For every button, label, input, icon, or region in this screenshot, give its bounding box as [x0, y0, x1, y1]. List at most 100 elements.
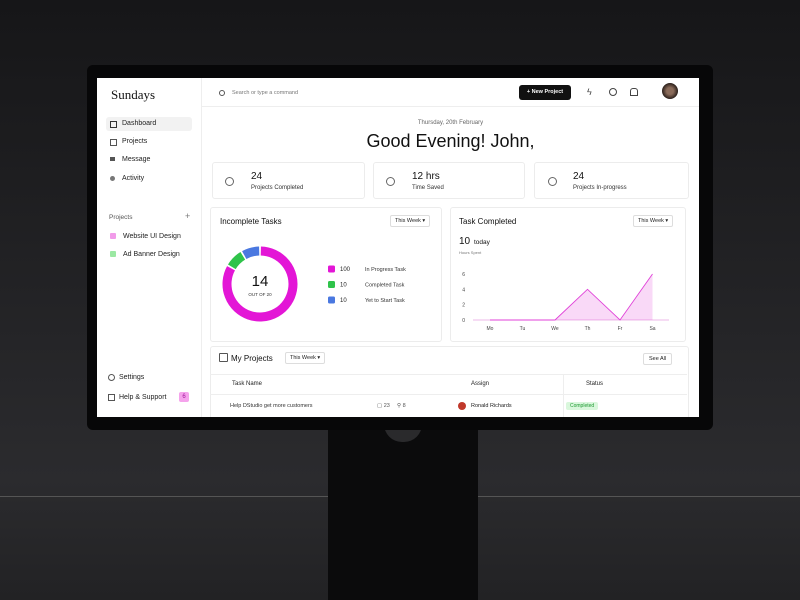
- assignee-avatar: [458, 402, 466, 410]
- donut-segment: [242, 246, 260, 260]
- monitor-stand: [328, 425, 478, 600]
- task-completed-card: [450, 207, 686, 342]
- nav-icon: [110, 121, 117, 128]
- x-tick-label: Mo: [487, 326, 494, 332]
- divider: [210, 374, 687, 375]
- stat-icon: [386, 177, 395, 186]
- projects-heading: Projects: [109, 214, 133, 221]
- filter-dropdown[interactable]: This Week ▾: [633, 215, 674, 227]
- panel-title: Task Completed: [459, 217, 517, 226]
- icon-user[interactable]: [609, 88, 617, 96]
- task-name: Help DStudio get more customers: [230, 403, 313, 409]
- icon-bell[interactable]: [630, 88, 638, 96]
- x-tick-label: Tu: [520, 326, 526, 332]
- projects-title: My Projects: [231, 354, 273, 363]
- project-item[interactable]: Website UI Design: [123, 233, 181, 240]
- col-divider: [563, 374, 564, 417]
- donut-segment: [228, 252, 246, 270]
- nav-icon: [110, 176, 115, 181]
- column-header: Status: [586, 381, 604, 387]
- x-tick-label: We: [551, 326, 559, 332]
- stat-icon: [548, 177, 557, 186]
- divider: [210, 394, 687, 395]
- nav-icon: [110, 139, 117, 146]
- x-tick-label: Fr: [618, 326, 623, 332]
- summary-unit: today: [474, 239, 490, 246]
- column-header: Task Name: [232, 381, 263, 387]
- legend-value: 10: [340, 283, 347, 289]
- stat-icon: [225, 177, 234, 186]
- area-fill: [490, 274, 653, 320]
- legend-swatch: [328, 265, 335, 273]
- filter-dropdown[interactable]: This Week ▾: [390, 215, 431, 227]
- nav-active: [106, 117, 192, 131]
- area-line: [490, 273, 653, 321]
- summary-label: Hours Spent: [459, 250, 482, 255]
- panel-title: Incomplete Tasks: [220, 217, 282, 226]
- filter-dropdown[interactable]: This Week ▾: [285, 352, 326, 364]
- filter-label: This Week: [395, 218, 421, 224]
- stat-label: Projects In-progress: [573, 185, 627, 191]
- project-item[interactable]: Ad Banner Design: [123, 251, 180, 258]
- settings-icon: [108, 374, 115, 381]
- nav-item[interactable]: Message: [122, 156, 151, 163]
- screen: Sundays Dashboard Projects Message Activ…: [97, 78, 699, 417]
- new-project-button[interactable]: + New Project: [519, 85, 571, 100]
- stat-value: 12 hrs: [412, 171, 440, 182]
- column-header: Assign: [471, 381, 490, 387]
- donut-center-value: 14: [252, 273, 269, 290]
- legend-label: In Progress Task: [365, 267, 406, 273]
- y-tick-label: 4: [462, 287, 465, 293]
- charts: 100 In Progress Task 10 Completed Task 10 Yet…: [222, 246, 669, 332]
- see-all-button[interactable]: See All: [643, 353, 673, 365]
- nav-item[interactable]: Dashboard: [122, 120, 157, 127]
- y-tick-label: 6: [462, 272, 465, 278]
- stat-value: 24: [573, 171, 585, 182]
- search-input[interactable]: Search or type a command: [232, 90, 299, 96]
- legend-swatch: [328, 281, 335, 288]
- date: Thursday, 20th February: [417, 120, 484, 126]
- stat-card: [534, 162, 689, 199]
- brand: Sundays: [111, 87, 156, 102]
- assignee: Ronald Richards: [471, 403, 512, 409]
- stat-label: Time Saved: [412, 185, 444, 191]
- y-tick-label: 0: [462, 318, 465, 324]
- search-icon: [219, 90, 225, 96]
- filter-label: This Week: [638, 218, 664, 224]
- donut-center-label: OUT OF 20: [248, 292, 272, 297]
- legend-value: 10: [340, 298, 347, 304]
- add-project[interactable]: +: [185, 211, 191, 221]
- stat-value: 24: [251, 171, 263, 182]
- greeting-title: Good Evening! John,: [366, 131, 535, 151]
- help[interactable]: Help & Support: [119, 394, 167, 401]
- project-swatch: [110, 233, 116, 239]
- y-tick-label: 2: [462, 303, 465, 309]
- legend-label: Completed Task: [365, 283, 405, 289]
- nav-item[interactable]: Activity: [122, 175, 145, 182]
- nav-icon: [110, 157, 115, 161]
- legend-label: Yet to Start Task: [365, 298, 405, 304]
- donut-segment: [222, 246, 298, 322]
- stat-label: Projects Completed: [251, 185, 304, 191]
- comments: ▢ 23: [377, 403, 390, 409]
- summary-value: 10: [459, 236, 471, 247]
- status-pill: Completed: [566, 402, 599, 410]
- x-tick-label: Th: [585, 326, 591, 332]
- stat-card: [212, 162, 365, 199]
- icon-bolt[interactable]: ϟ: [587, 87, 592, 97]
- calendar-icon: [219, 353, 228, 362]
- avatar[interactable]: [662, 83, 678, 99]
- settings[interactable]: Settings: [119, 374, 145, 381]
- attachment-count: 8: [402, 403, 406, 409]
- help-badge: 6: [179, 392, 189, 402]
- topbar: [202, 78, 699, 107]
- filter-label: This Week: [290, 355, 316, 361]
- nav-item[interactable]: Projects: [122, 138, 148, 145]
- legend-value: 100: [340, 267, 351, 273]
- attachments: ⚲ 8: [397, 403, 406, 409]
- button-label: New Project: [531, 89, 564, 95]
- stat-card: [373, 162, 525, 199]
- help-icon: [108, 394, 115, 401]
- x-tick-label: Sa: [649, 326, 655, 332]
